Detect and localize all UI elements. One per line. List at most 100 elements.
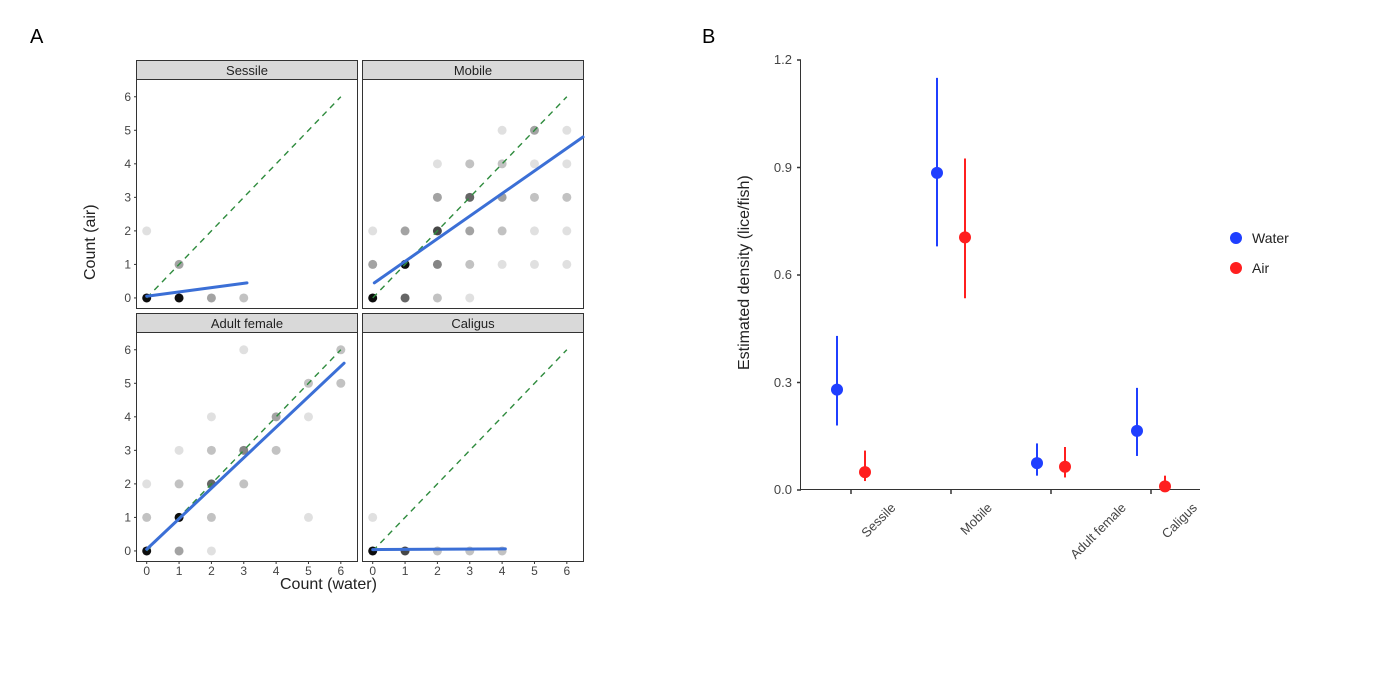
y-tick-label: 1 (124, 257, 131, 271)
regression-line (147, 283, 247, 296)
scatter-point (142, 513, 151, 522)
scatter-point (498, 226, 507, 235)
legend-item: Air (1230, 260, 1289, 276)
scatter-point (142, 226, 151, 235)
scatter-point (368, 226, 377, 235)
y-tick-label: 2 (124, 224, 131, 238)
panel-a-x-axis-label: Count (water) (280, 576, 377, 594)
y-tick-label: 4 (124, 410, 131, 424)
estimate-point (1159, 480, 1171, 492)
facet-header: Mobile (362, 60, 584, 80)
scatter-point (239, 345, 248, 354)
estimate-point (859, 466, 871, 478)
y-tick-label: 6 (124, 343, 131, 357)
facet: Caligus0123456 (362, 313, 584, 562)
scatter-point (207, 412, 216, 421)
panel-b-x-tick-label: Mobile (957, 500, 995, 538)
scatter-point (272, 446, 281, 455)
scatter-point (207, 513, 216, 522)
panel-b-y-tick-label: 0.6 (762, 267, 792, 282)
scatter-point (239, 293, 248, 302)
x-tick-label: 3 (240, 564, 247, 578)
scatter-point (175, 446, 184, 455)
y-tick-label: 1 (124, 510, 131, 524)
panel-b-y-tick-label: 0.9 (762, 160, 792, 175)
facet-body: 00112233445566 (136, 333, 358, 562)
regression-line (147, 363, 344, 549)
scatter-point (175, 479, 184, 488)
x-tick-label: 6 (337, 564, 344, 578)
panel-a-y-axis-label: Count (air) (82, 204, 100, 280)
x-tick-label: 0 (369, 564, 376, 578)
scatter-point (304, 412, 313, 421)
scatter-point (562, 260, 571, 269)
figure-root: A B Count (air) Count (water) Sessile012… (0, 0, 1384, 692)
x-tick-label: 1 (402, 564, 409, 578)
scatter-point (207, 446, 216, 455)
panel-b-y-tick-label: 1.2 (762, 52, 792, 67)
x-tick-label: 0 (143, 564, 150, 578)
y-tick-label: 3 (124, 190, 131, 204)
panel-b-y-tick-label: 0.0 (762, 482, 792, 497)
facet: Mobile (362, 60, 584, 309)
estimate-point (1131, 425, 1143, 437)
panel-b: Estimated density (lice/fish) WaterAir 0… (740, 60, 1300, 620)
panel-b-x-tick-label: Adult female (1067, 500, 1129, 562)
estimate-point (1031, 457, 1043, 469)
scatter-point (433, 159, 442, 168)
y-tick-label: 0 (124, 291, 131, 305)
panel-b-y-axis-label: Estimated density (lice/fish) (736, 175, 754, 370)
panel-b-legend: Water Air (1230, 230, 1289, 290)
legend-dot-icon (1230, 232, 1242, 244)
estimate-point (959, 231, 971, 243)
scatter-point (530, 226, 539, 235)
regression-line (374, 137, 583, 283)
scatter-point (401, 293, 410, 302)
y-tick-label: 6 (124, 90, 131, 104)
x-tick-label: 4 (273, 564, 280, 578)
y-tick-label: 5 (124, 123, 131, 137)
scatter-point (304, 513, 313, 522)
scatter-point (562, 126, 571, 135)
facet-header: Caligus (362, 313, 584, 333)
estimate-point (1059, 461, 1071, 473)
panel-a-label: A (30, 26, 43, 49)
scatter-point (368, 260, 377, 269)
panel-b-x-tick-label: Sessile (858, 500, 898, 540)
legend-label: Water (1252, 230, 1289, 246)
facet-header: Sessile (136, 60, 358, 80)
scatter-point (142, 479, 151, 488)
scatter-point (465, 260, 474, 269)
panel-b-plot-area (800, 60, 1200, 490)
facet-body (362, 80, 584, 309)
identity-line (373, 350, 567, 551)
legend-label: Air (1252, 260, 1269, 276)
x-tick-label: 3 (466, 564, 473, 578)
panel-b-y-tick-label: 0.3 (762, 375, 792, 390)
facet-header: Adult female (136, 313, 358, 333)
x-tick-label: 4 (499, 564, 506, 578)
estimate-point (931, 167, 943, 179)
identity-line (147, 97, 341, 298)
y-tick-label: 0 (124, 544, 131, 558)
x-tick-label: 6 (563, 564, 570, 578)
scatter-point (465, 159, 474, 168)
facet: Sessile0123456 (136, 60, 358, 309)
x-tick-label: 5 (305, 564, 312, 578)
scatter-point (562, 193, 571, 202)
x-tick-label: 1 (176, 564, 183, 578)
facet-body: 0123456 (362, 333, 584, 562)
scatter-point (562, 159, 571, 168)
panel-a: Count (air) Count (water) Sessile0123456… (80, 60, 580, 580)
scatter-point (498, 260, 507, 269)
scatter-point (562, 226, 571, 235)
scatter-point (207, 546, 216, 555)
scatter-point (175, 546, 184, 555)
x-tick-label: 2 (434, 564, 441, 578)
facet: Adult female00112233445566 (136, 313, 358, 562)
regression-line (373, 549, 506, 550)
scatter-point (433, 293, 442, 302)
legend-dot-icon (1230, 262, 1242, 274)
legend-item: Water (1230, 230, 1289, 246)
y-tick-label: 4 (124, 157, 131, 171)
